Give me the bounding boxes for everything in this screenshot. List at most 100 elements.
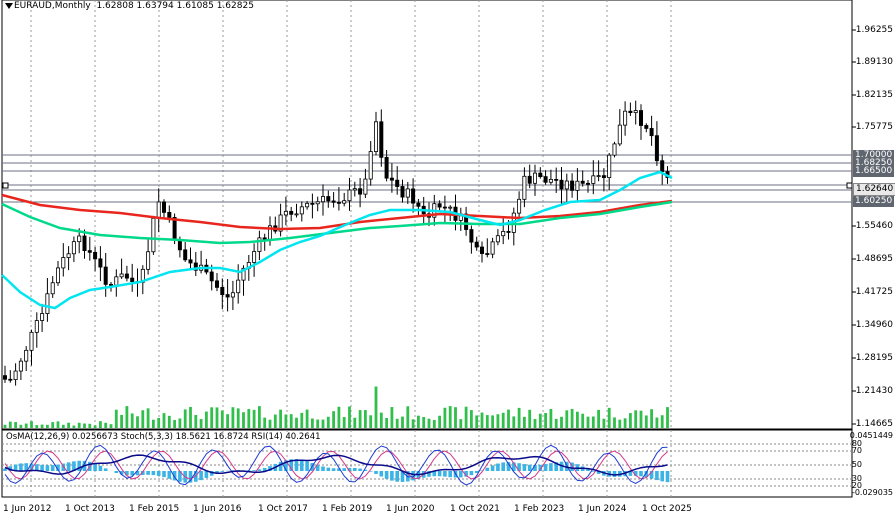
volume-bar <box>560 416 563 428</box>
osma-bar <box>310 462 315 471</box>
osma-bar <box>257 469 262 471</box>
candle-body <box>119 273 124 278</box>
time-tick: 1 Feb 2023 <box>514 504 565 514</box>
volume-bar <box>390 407 394 428</box>
price-tick: 1.89130 <box>855 57 893 67</box>
candle-body <box>543 176 548 183</box>
osma-bar <box>437 471 442 477</box>
osma-bar <box>321 466 325 471</box>
osma-bar <box>448 471 452 478</box>
volume-bar <box>448 406 452 428</box>
volume-bar <box>554 418 558 428</box>
volume-bar <box>215 407 219 428</box>
level-tag[interactable]: 1.60250 <box>853 196 895 207</box>
volume-bar <box>581 413 585 428</box>
candle-body <box>379 121 384 158</box>
osma-bar <box>459 471 463 478</box>
osma-bar <box>167 471 172 479</box>
volume-bar <box>242 412 245 428</box>
volume-bar <box>19 424 23 428</box>
candle-body <box>384 156 389 179</box>
volume-bar <box>666 407 669 428</box>
volume-bar <box>258 406 261 428</box>
volume-bar <box>104 422 108 428</box>
osma-bar <box>427 471 431 477</box>
volume-bar <box>46 424 49 428</box>
candle-body <box>93 251 98 260</box>
candle-body <box>522 175 527 200</box>
price-line-handle-left[interactable] <box>2 182 9 189</box>
volume-bar <box>634 410 638 428</box>
volume-bar <box>3 424 7 428</box>
volume-bar <box>417 415 420 428</box>
volume-bar <box>136 416 139 428</box>
osc-level-70: 70 <box>851 446 862 455</box>
volume-bar <box>279 409 282 428</box>
candle-body <box>230 292 235 298</box>
level-lines[interactable] <box>2 154 852 203</box>
candle-body <box>315 201 320 205</box>
candle-body <box>416 202 421 207</box>
candle-body <box>252 251 257 263</box>
candle-body <box>103 266 108 285</box>
candle-body <box>114 276 119 286</box>
volume-bar <box>565 410 569 428</box>
ema-slow-line <box>1 193 673 231</box>
osma-bar <box>522 464 527 471</box>
level-tag[interactable]: 1.70000 <box>853 150 895 161</box>
candle-body <box>437 203 442 208</box>
level-tag[interactable]: 1.68250 <box>853 158 895 169</box>
volume-bar <box>655 417 659 428</box>
volume-bar <box>61 424 65 428</box>
price-tick: 1.21430 <box>855 386 893 396</box>
osma-bar <box>119 471 124 475</box>
candle-body <box>395 179 400 187</box>
candle-body <box>87 250 92 253</box>
osma-bar <box>72 461 76 471</box>
candle-body <box>612 143 617 156</box>
volume-bar <box>549 408 553 428</box>
osma-bar <box>363 469 368 471</box>
volume-bar <box>470 410 473 428</box>
price-line-handle-right[interactable] <box>846 182 853 189</box>
osma-bar <box>151 471 156 476</box>
level-tag[interactable]: 1.66500 <box>853 166 895 177</box>
volume-bar <box>88 423 92 428</box>
osma-bar <box>639 471 643 477</box>
volume-bar <box>284 414 288 428</box>
osma-bar <box>353 467 357 471</box>
volume-bar <box>591 416 595 428</box>
candle-body <box>77 235 82 243</box>
volume-bar <box>178 418 182 428</box>
osma-bar <box>130 471 134 476</box>
candle-body <box>336 201 341 204</box>
osma-bar <box>400 471 405 482</box>
candle-body <box>479 246 484 254</box>
stoch-main-line <box>4 444 668 486</box>
osma-bar <box>220 471 225 472</box>
volume-bar <box>523 416 526 428</box>
axis-ticks <box>852 29 856 425</box>
volume-bar <box>77 422 81 428</box>
time-tick: 1 Oct 2017 <box>258 504 308 514</box>
volume-bar <box>35 425 39 428</box>
candle-body <box>66 253 71 258</box>
volume-bar <box>501 412 505 428</box>
osma-bar <box>549 463 553 471</box>
current-price-tag: 1.62640 <box>853 183 895 196</box>
candle-body <box>294 213 299 216</box>
volume-bar <box>305 409 309 428</box>
ohlc-values: 1.62808 1.63794 1.61085 1.62825 <box>96 1 254 11</box>
osc-level-20: 20 <box>851 481 862 490</box>
candle-body <box>495 235 500 243</box>
price-tick: 1.82135 <box>855 90 893 100</box>
osma-bar <box>178 471 182 482</box>
osma-bar <box>490 465 495 471</box>
volume-bar <box>72 425 76 428</box>
candle-body <box>151 217 156 253</box>
chart-collapse-icon[interactable] <box>5 3 13 9</box>
osma-bar <box>395 471 399 482</box>
volume-bar <box>311 418 314 428</box>
candle-body <box>257 237 262 252</box>
